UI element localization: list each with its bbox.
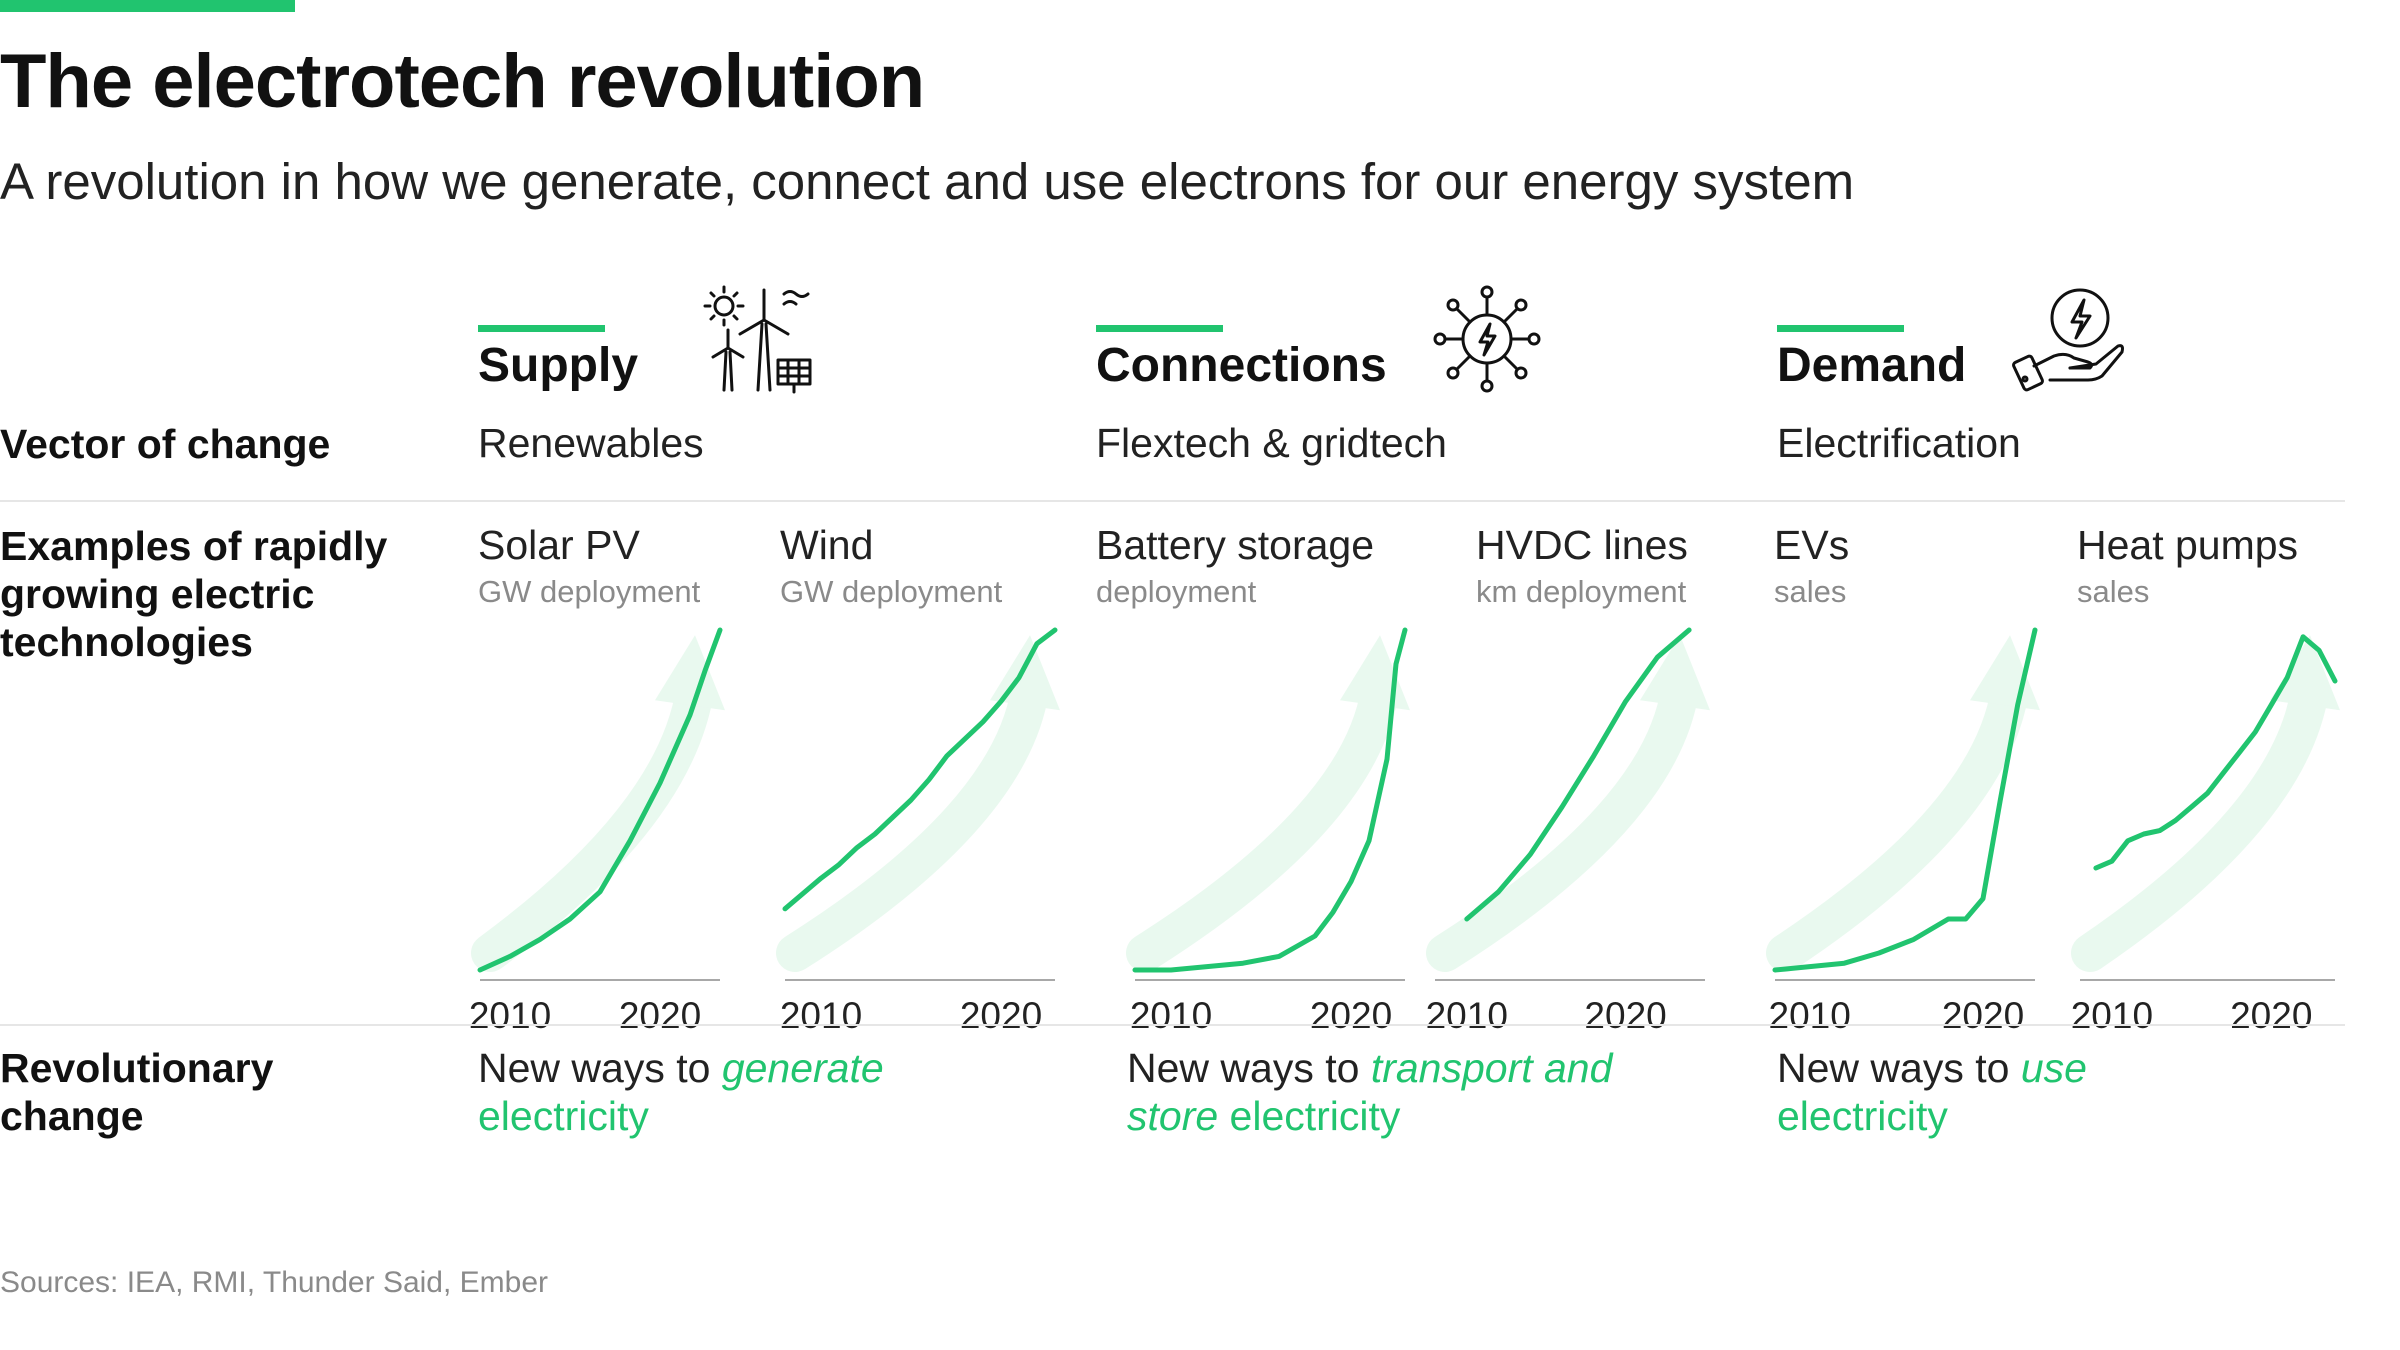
tech-sub-hvdc: km deployment: [1476, 574, 1687, 609]
demand-revolution-accent: use: [2020, 1045, 2087, 1091]
growth-arrow: [1426, 671, 1699, 972]
x-tick-label: 2020: [2230, 995, 2312, 1036]
page-title: The electrotech revolution: [0, 39, 925, 124]
connections-vector: Flextech & gridtech: [1096, 420, 1447, 466]
growth-arrow-head: [2270, 635, 2340, 711]
tech-title-heatpumps: Heat pumps: [2077, 522, 2299, 568]
series-line: [477, 627, 723, 973]
supply-revolution-accent: generate: [721, 1045, 884, 1091]
supply-revolution-pre: New ways to: [478, 1045, 722, 1091]
demand-heading: Demand: [1777, 339, 1967, 392]
x-tick-label: 2020: [1584, 995, 1666, 1036]
growth-arrow-head: [655, 635, 725, 711]
connections-revolution-pre: New ways to: [1127, 1045, 1371, 1091]
demand-revolution-pre: New ways to: [1777, 1045, 2021, 1091]
tech-sub-solar: GW deployment: [478, 574, 701, 609]
network-bolt-icon: [1433, 285, 1541, 393]
growth-arrow: [2071, 671, 2329, 972]
connections-revolution-accent: transport and store: [1127, 1045, 1613, 1139]
connections-revolution-post: electricity: [1218, 1093, 1401, 1139]
tech-title-hvdc: HVDC lines: [1476, 522, 1688, 568]
tech-title-wind: Wind: [780, 522, 874, 568]
supply-accent-bar: [478, 325, 605, 332]
demand-revolution-post: electricity: [1777, 1093, 1948, 1139]
x-tick-label: 2010: [1426, 995, 1508, 1036]
row-divider-top: [0, 500, 2345, 502]
page-subtitle: A revolution in how we generate, connect…: [0, 153, 1855, 210]
series-line: [782, 627, 1058, 912]
vector-of-change-label: Vector of change: [0, 421, 331, 467]
demand-vector: Electrification: [1777, 420, 2021, 466]
supply-heading: Supply: [478, 339, 639, 392]
sources-note: Sources: IEA, RMI, Thunder Said, Ember: [0, 1266, 549, 1299]
supply-revolution-post: electricity: [478, 1093, 649, 1139]
tech-sub-battery: deployment: [1096, 574, 1257, 609]
series-line: [1132, 627, 1408, 973]
x-tick-label: 2020: [619, 995, 701, 1036]
row-divider-bottom: [0, 1024, 2345, 1026]
hand-bolt-icon: [2012, 288, 2124, 392]
growth-arrow-head: [1640, 635, 1710, 711]
tech-sub-evs: sales: [1774, 574, 1847, 609]
x-tick-label: 2010: [2071, 995, 2153, 1036]
x-tick-label: 2020: [1310, 995, 1392, 1036]
connections-revolution: New ways to transport and store electric…: [1127, 1044, 1647, 1140]
demand-accent-bar: [1777, 325, 1904, 332]
chart-solar-pv: 2010 2020: [469, 627, 725, 1036]
tech-title-evs: EVs: [1774, 522, 1850, 568]
tech-title-battery: Battery storage: [1096, 522, 1375, 568]
supply-revolution: New ways to generate electricity: [478, 1044, 978, 1140]
demand-revolution: New ways to use electricity: [1777, 1044, 2197, 1140]
series-line: [1464, 627, 1692, 922]
series-line: [2093, 634, 2338, 871]
chart-hvdc-lines: 2010 2020: [1426, 627, 1710, 1036]
x-tick-label: 2020: [1942, 995, 2024, 1036]
x-tick-label: 2010: [1130, 995, 1212, 1036]
x-tick-label: 2010: [469, 995, 551, 1036]
tech-sub-wind: GW deployment: [780, 574, 1003, 609]
connections-heading: Connections: [1096, 339, 1387, 392]
x-tick-label: 2020: [960, 995, 1042, 1036]
tech-sub-heatpumps: sales: [2077, 574, 2150, 609]
supply-vector: Renewables: [478, 420, 704, 466]
examples-label: Examples of rapidly growing electric tec…: [0, 523, 388, 665]
x-tick-label: 2010: [780, 995, 862, 1036]
chart-evs: 2010 2020: [1766, 627, 2040, 1036]
series-line: [1772, 627, 2038, 973]
chart-battery-storage: 2010 2020: [1126, 627, 1410, 1036]
tech-title-solar: Solar PV: [478, 522, 640, 568]
x-tick-label: 2010: [1769, 995, 1851, 1036]
chart-wind: 2010 2020: [776, 627, 1060, 1036]
growth-arrow: [471, 671, 714, 972]
growth-arrow: [1126, 671, 1399, 972]
connections-accent-bar: [1096, 325, 1223, 332]
wind-solar-icon: [703, 285, 812, 394]
chart-heat-pumps: 2010 2020: [2071, 634, 2340, 1036]
top-accent-bar: [0, 0, 295, 12]
growth-arrow: [1766, 671, 2029, 972]
revolutionary-change-label: Revolutionary change: [0, 1045, 274, 1139]
growth-arrow: [776, 671, 1049, 972]
